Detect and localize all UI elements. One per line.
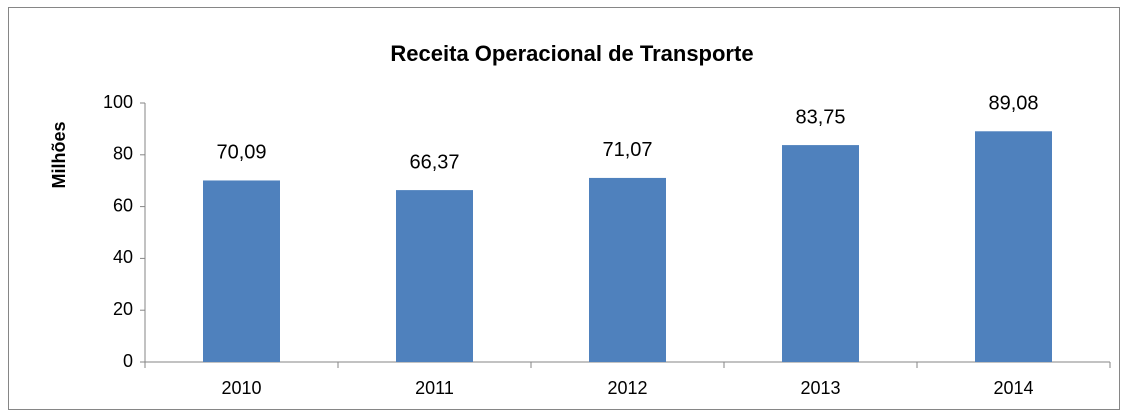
- x-tick-label: 2012: [607, 378, 647, 398]
- y-tick-label: 80: [113, 144, 133, 164]
- bar: [782, 145, 859, 362]
- y-tick-label: 60: [113, 195, 133, 215]
- data-label: 70,09: [216, 142, 266, 164]
- bar: [589, 177, 666, 362]
- y-axis-label: Milhões: [49, 121, 69, 188]
- x-tick-label: 2010: [221, 378, 261, 398]
- bar: [396, 190, 473, 362]
- x-tick-label: 2014: [993, 378, 1033, 398]
- chart-frame: [8, 7, 1120, 410]
- y-tick-label: 100: [103, 92, 133, 112]
- x-tick-label: 2011: [415, 378, 454, 398]
- y-tick-label: 0: [123, 351, 133, 371]
- chart-title: Receita Operacional de Transporte: [390, 41, 753, 66]
- y-tick-label: 40: [113, 247, 133, 267]
- data-label: 71,07: [602, 139, 652, 161]
- y-tick-label: 20: [113, 299, 133, 319]
- bar: [975, 131, 1052, 362]
- data-label: 89,08: [988, 93, 1038, 115]
- x-tick-label: 2013: [800, 378, 840, 398]
- data-label: 83,75: [795, 106, 845, 128]
- bar: [203, 180, 280, 362]
- data-label: 66,37: [409, 151, 459, 173]
